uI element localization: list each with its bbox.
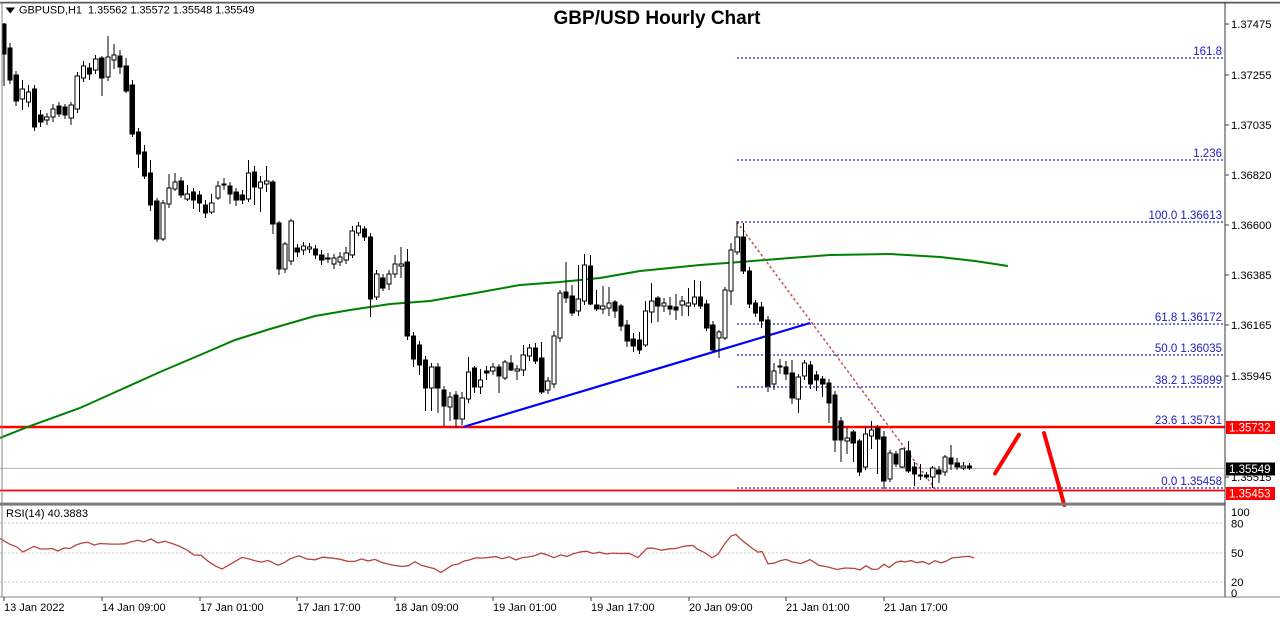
svg-text:21 Jan 17:00: 21 Jan 17:00 — [884, 602, 948, 614]
svg-text:19 Jan 01:00: 19 Jan 01:00 — [493, 602, 557, 614]
svg-text:100.0 1.36613: 100.0 1.36613 — [1148, 210, 1222, 222]
svg-text:20 Jan 09:00: 20 Jan 09:00 — [689, 602, 753, 614]
svg-text:GBPUSD,H1 1.35562 1.35572 1.3: GBPUSD,H1 1.35562 1.35572 1.35548 1.3554… — [19, 5, 255, 17]
svg-text:61.8 1.36172: 61.8 1.36172 — [1155, 312, 1222, 324]
svg-text:17 Jan 01:00: 17 Jan 01:00 — [200, 602, 264, 614]
svg-text:17 Jan 17:00: 17 Jan 17:00 — [297, 602, 361, 614]
svg-text:1.36820: 1.36820 — [1231, 170, 1271, 182]
svg-text:1.37255: 1.37255 — [1231, 70, 1271, 82]
svg-text:1.37475: 1.37475 — [1231, 19, 1271, 31]
svg-text:1.36385: 1.36385 — [1231, 270, 1271, 282]
svg-text:1.35732: 1.35732 — [1229, 423, 1271, 435]
svg-text:0: 0 — [1231, 588, 1237, 600]
svg-text:1.35549: 1.35549 — [1229, 464, 1271, 476]
svg-text:14 Jan 09:00: 14 Jan 09:00 — [102, 602, 166, 614]
svg-text:18 Jan 09:00: 18 Jan 09:00 — [395, 602, 459, 614]
svg-text:1.37035: 1.37035 — [1231, 120, 1271, 132]
svg-text:38.2 1.35899: 38.2 1.35899 — [1155, 375, 1222, 387]
svg-text:1.36600: 1.36600 — [1231, 220, 1271, 232]
svg-text:21 Jan 01:00: 21 Jan 01:00 — [786, 602, 850, 614]
svg-text:13 Jan 2022: 13 Jan 2022 — [4, 602, 65, 614]
svg-text:19 Jan 17:00: 19 Jan 17:00 — [591, 602, 655, 614]
svg-text:1.35453: 1.35453 — [1229, 489, 1271, 501]
svg-text:RSI(14) 40.3883: RSI(14) 40.3883 — [6, 508, 88, 520]
svg-text:50.0 1.36035: 50.0 1.36035 — [1155, 343, 1222, 355]
svg-text:1.36165: 1.36165 — [1231, 320, 1271, 332]
svg-text:100: 100 — [1231, 507, 1250, 519]
svg-text:1.35945: 1.35945 — [1231, 371, 1271, 383]
svg-text:23.6 1.35731: 23.6 1.35731 — [1155, 415, 1222, 427]
svg-text:50: 50 — [1231, 548, 1243, 560]
svg-text:1.236: 1.236 — [1193, 148, 1222, 160]
svg-text:GBP/USD Hourly Chart: GBP/USD Hourly Chart — [554, 8, 762, 29]
svg-text:161.8: 161.8 — [1193, 46, 1222, 58]
svg-text:0.0 1.35458: 0.0 1.35458 — [1161, 476, 1222, 488]
svg-text:80: 80 — [1231, 519, 1243, 531]
svg-text:20: 20 — [1231, 577, 1243, 589]
